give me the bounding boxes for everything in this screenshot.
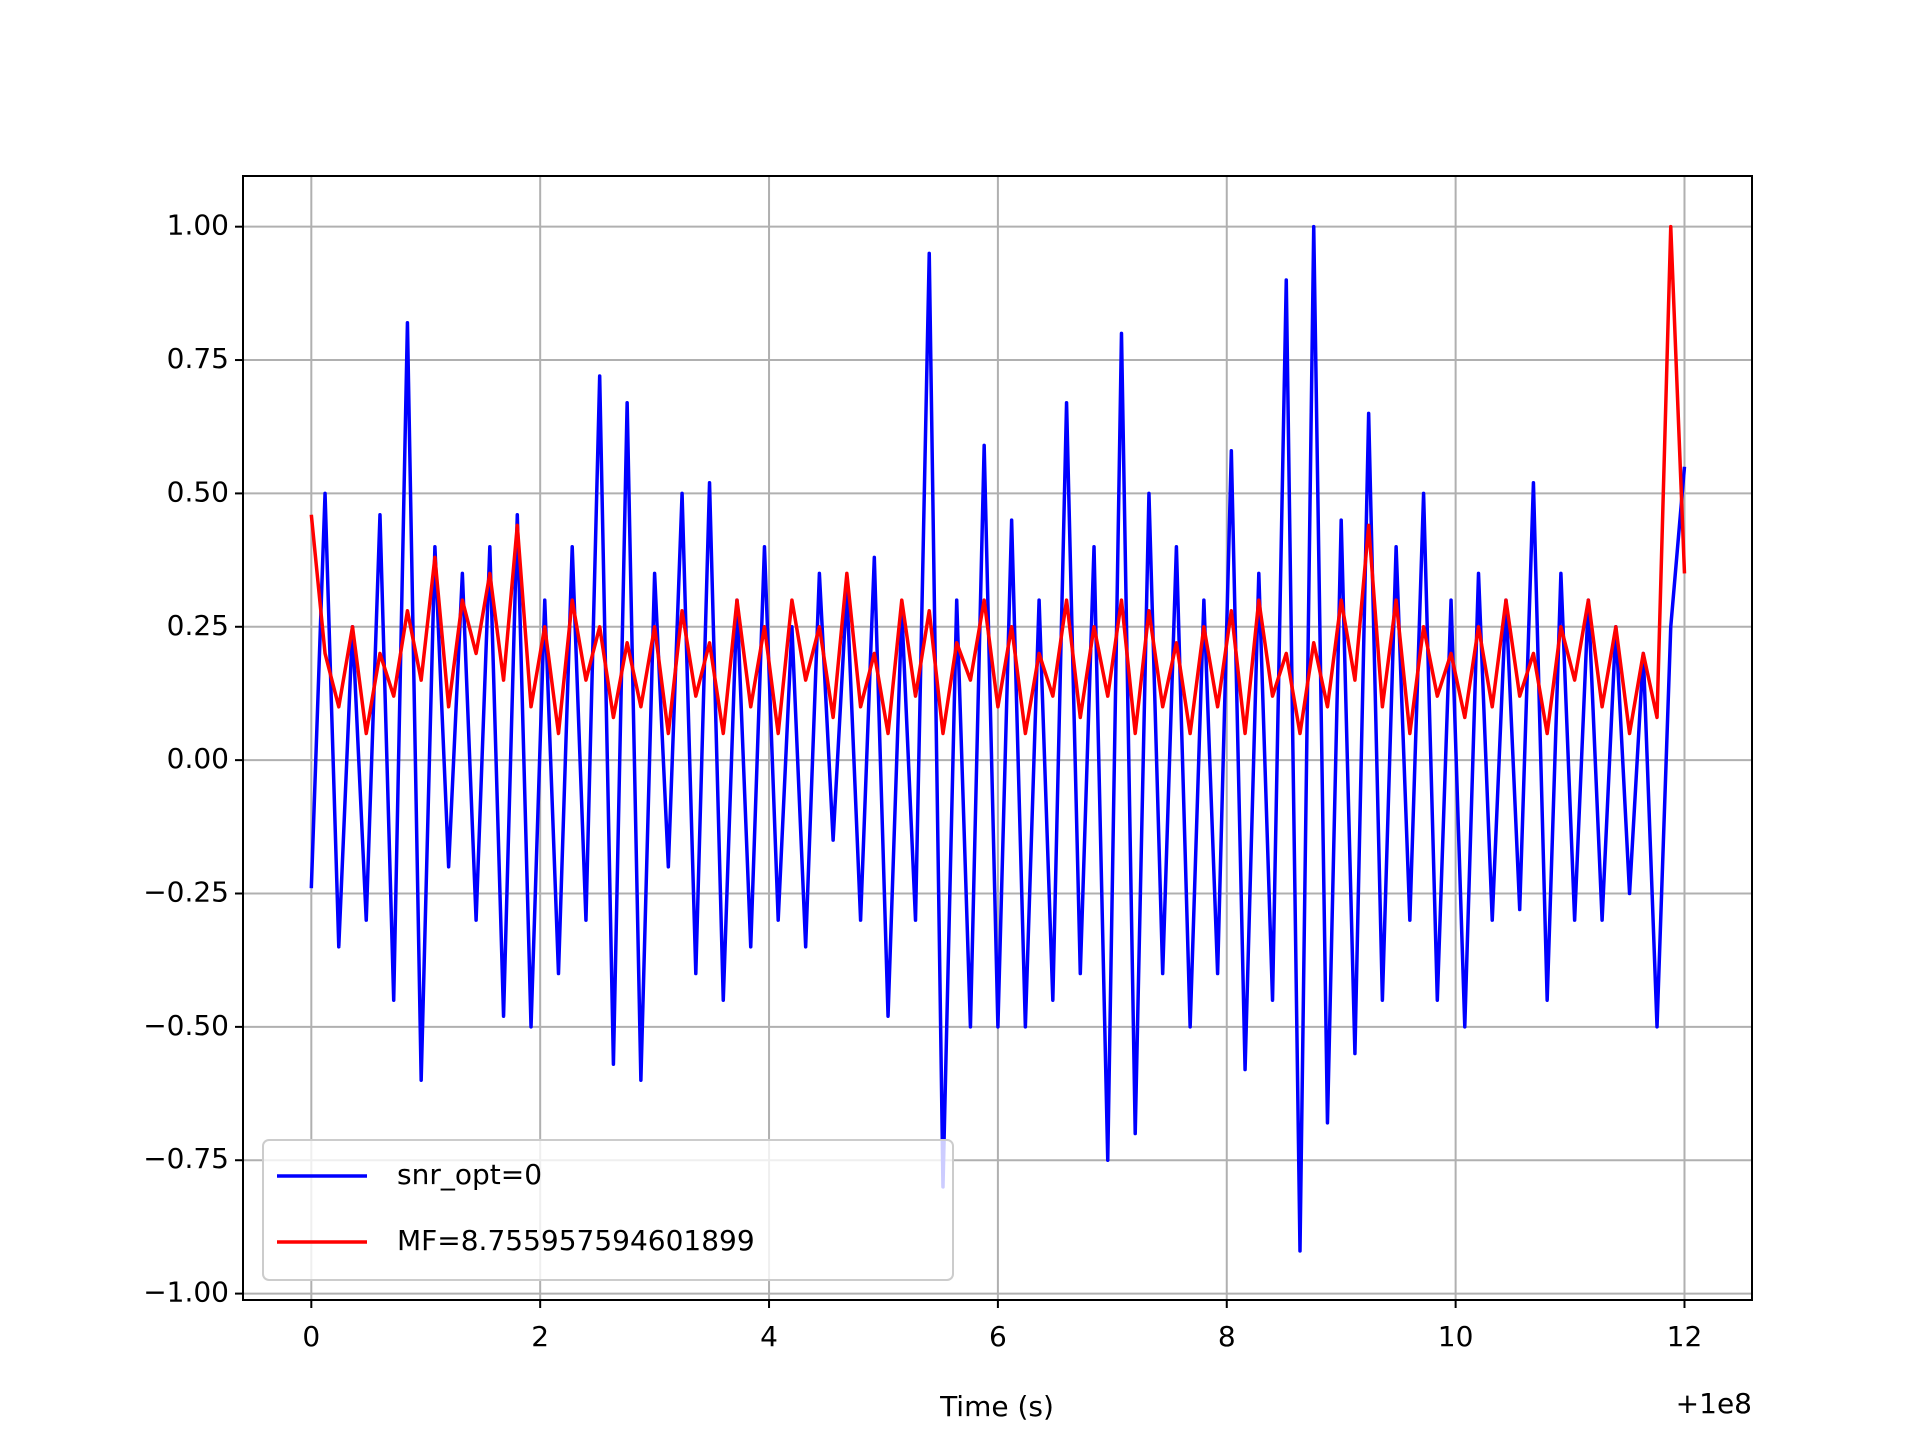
legend-box xyxy=(262,1139,954,1281)
axes-frame xyxy=(242,175,1753,1301)
y-tick-label: 1.00 xyxy=(167,209,229,242)
y-tick-label: −0.25 xyxy=(143,876,229,909)
x-tick-label: 8 xyxy=(1218,1320,1236,1353)
y-tick-label: 0.75 xyxy=(167,342,229,375)
y-tick-label: 0.00 xyxy=(167,742,229,775)
y-tick-label: −0.50 xyxy=(143,1009,229,1042)
legend-label: MF=8.755957594601899 xyxy=(397,1224,755,1257)
y-tick-label: −0.75 xyxy=(143,1142,229,1175)
y-tick-label: −1.00 xyxy=(143,1276,229,1309)
x-tick-label: 12 xyxy=(1667,1320,1703,1353)
x-offset-label: +1e8 xyxy=(1676,1387,1752,1420)
legend-label: snr_opt=0 xyxy=(397,1158,542,1191)
y-tick-label: 0.25 xyxy=(167,609,229,642)
x-tick-label: 6 xyxy=(989,1320,1007,1353)
x-tick-label: 0 xyxy=(302,1320,320,1353)
x-tick-label: 10 xyxy=(1438,1320,1474,1353)
x-tick-label: 4 xyxy=(760,1320,778,1353)
x-axis-label: Time (s) xyxy=(939,1390,1054,1423)
x-tick-label: 2 xyxy=(531,1320,549,1353)
series-line xyxy=(309,224,1687,1253)
y-tick-label: 0.50 xyxy=(167,475,229,508)
series-line xyxy=(309,224,1687,736)
